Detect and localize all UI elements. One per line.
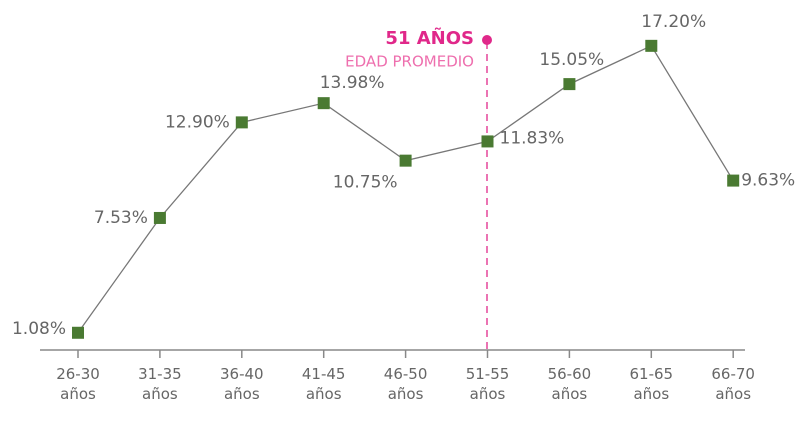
x-tick-label: 41-45 años — [302, 365, 346, 403]
x-tick-label: 26-30 años — [56, 365, 100, 403]
annotation-title: 51 AÑOS — [385, 26, 474, 49]
marker — [645, 39, 658, 52]
data-label: 17.20% — [641, 12, 706, 32]
line — [77, 45, 734, 334]
x-tick-label: 66-70 años — [711, 365, 755, 403]
x-tick-label: 56-60 años — [548, 365, 592, 403]
data-label: 15.05% — [539, 50, 604, 70]
marker — [235, 116, 248, 129]
x-tick-label: 46-50 años — [384, 365, 428, 403]
marker — [317, 97, 330, 110]
average-dot — [482, 35, 492, 45]
data-label: 12.90% — [165, 112, 230, 132]
marker — [481, 135, 494, 148]
marker — [153, 211, 166, 224]
x-tick-label: 61-65 años — [630, 365, 674, 403]
data-label: 10.75% — [333, 173, 398, 193]
x-tick-label: 31-35 años — [138, 365, 182, 403]
marker — [727, 174, 740, 187]
data-label: 13.98% — [320, 73, 385, 93]
marker — [563, 78, 576, 91]
marker — [399, 154, 412, 167]
marker — [72, 326, 84, 339]
data-label: 11.83% — [500, 128, 565, 148]
x-tick-label: 51-55 años — [466, 365, 510, 403]
data-label: 1.08% — [12, 319, 66, 339]
annotation-subtitle: EDAD PROMEDIO — [345, 53, 474, 71]
data-label: 7.53% — [94, 208, 148, 228]
x-tick-label: 36-40 años — [220, 365, 264, 403]
data-label: 9.63% — [741, 171, 795, 191]
